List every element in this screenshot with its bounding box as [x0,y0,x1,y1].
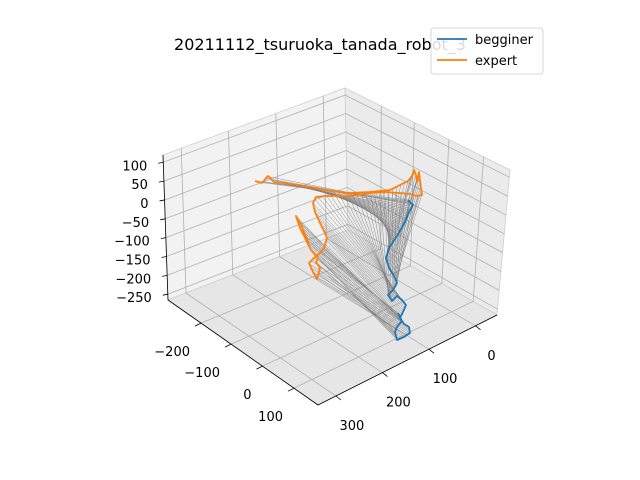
connector-line [297,219,399,326]
connector-line [393,192,397,290]
connector-line [326,195,403,301]
z-tick-mark [160,218,166,221]
y-tick-label: −200 [154,345,190,360]
tick-marks [158,161,481,401]
connector-line [312,203,406,306]
connector-line [394,193,402,288]
connector-lines [254,171,423,341]
x-axis-line [317,314,498,406]
connector-line [317,278,408,336]
series-lines [254,169,423,341]
connector-line [310,186,406,222]
axis-lines [162,154,498,406]
connector-line [396,193,411,285]
z-tick-label: 50 [131,178,148,193]
connector-line [311,260,410,328]
x-tick-mark [475,325,481,331]
z-tick-label: 100 [122,159,147,174]
z-tick-label: −150 [115,254,151,269]
connector-line [298,224,398,327]
x-tick-mark [428,348,435,354]
y-tick-mark [287,387,295,392]
z-axis-line [162,154,169,301]
series-line-begginer [385,199,414,341]
x-tick-label: 100 [433,372,458,387]
z-tick-mark [162,274,168,277]
y-tick-mark [194,322,202,327]
connector-line [312,251,397,339]
connector-line [325,235,401,320]
connector-line [307,243,396,336]
z-tick-mark [158,180,164,183]
connector-line [320,223,403,315]
connector-line [387,171,415,264]
z-tick-label: 0 [140,197,148,212]
y-tick-label: 100 [258,410,283,425]
connector-line [394,189,422,278]
connector-line [305,239,396,334]
connector-line [395,193,406,286]
legend-label-expert: expert [475,54,517,69]
z-tick-label: −100 [114,235,150,250]
connector-line [300,223,403,322]
z-tick-mark [158,161,164,164]
z-tick-mark [159,199,165,202]
connector-line [313,207,406,308]
connector-line [318,273,406,337]
connector-line [301,185,407,219]
legend-label-begginer: begginer [475,33,534,48]
connector-line [383,192,391,294]
x-tick-mark [335,395,342,401]
x-tick-label: 0 [487,349,495,364]
legend: begginer expert [430,27,544,75]
connector-line [322,227,402,316]
connector-line [386,184,402,255]
y-axis-line [167,299,319,406]
connector-line [305,235,400,317]
z-tick-label: −200 [115,272,151,287]
connector-line [309,247,397,337]
y-tick-label: −100 [184,366,220,381]
connector-line [314,257,409,327]
connector-line [307,239,399,315]
tick-labels: 100 50 0 −50 −100 −150 −200 −250 −200 −100 0 100 0 10… [114,159,496,434]
connector-line [395,194,423,280]
z-tick-mark [161,256,167,258]
z-tick-mark [160,237,166,240]
z-tick-label: −50 [122,216,149,231]
connector-line [378,192,389,295]
z-tick-mark [162,293,168,296]
connector-line [303,231,401,319]
connector-line [308,243,399,314]
connector-line [386,172,414,262]
connector-line [392,181,421,275]
y-tick-mark [224,343,232,348]
connector-line [324,231,401,318]
connector-line [298,219,401,323]
axes-panes [162,87,511,406]
x-tick-mark [382,372,388,377]
connector-line [340,191,400,233]
connector-line [317,196,405,304]
connector-line [314,187,405,224]
connector-line [314,199,406,305]
connector-line [311,267,410,332]
y-tick-label: 0 [243,388,251,403]
connector-line [387,175,417,266]
connector-line [322,196,404,302]
x-tick-label: 200 [386,396,411,411]
x-tick-label: 300 [339,419,364,434]
y-tick-mark [256,365,263,370]
z-tick-label: −250 [116,291,152,306]
connector-line [393,185,421,277]
connector-line [315,254,398,341]
chart-title: 20211112_tsuruoka_tanada_robot_3 [174,35,466,55]
connector-line [387,192,392,292]
series-line-expert [254,169,423,280]
